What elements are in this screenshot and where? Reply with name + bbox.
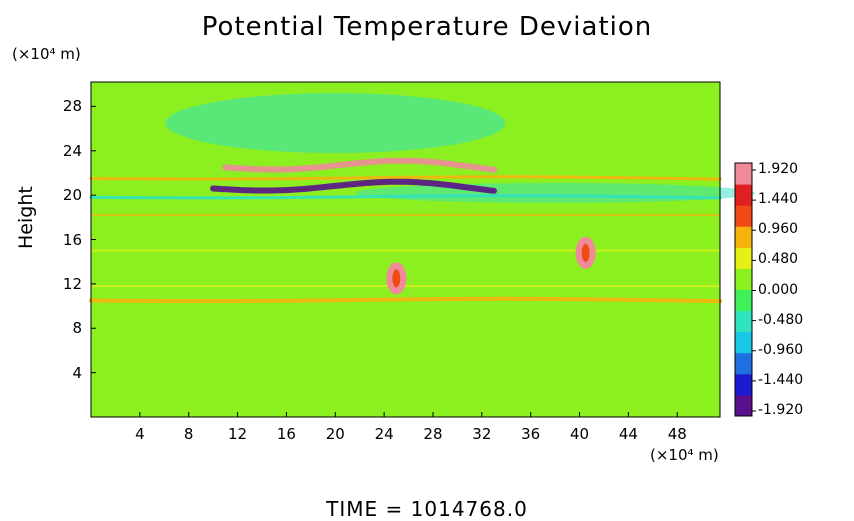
y-axis-unit: (×10⁴ m) — [12, 45, 81, 63]
low-layer-warm — [89, 296, 722, 304]
colorbar-segment — [735, 394, 752, 417]
upper-cool-region — [165, 93, 506, 154]
tropopause-layer-cool — [89, 194, 722, 200]
mid-cool-region — [355, 182, 756, 203]
x-tick-label: 28 — [423, 425, 443, 443]
wave-band-positive — [222, 157, 497, 173]
x-tick-label: 24 — [374, 425, 394, 443]
x-tick-label: 48 — [667, 425, 687, 443]
x-tick-label: 4 — [135, 425, 145, 443]
x-tick-label: 16 — [276, 425, 296, 443]
tropopause-layer-warm — [89, 175, 722, 181]
colorbar-segment — [735, 289, 752, 312]
colorbar-segment — [735, 184, 752, 206]
plume-2-center — [392, 269, 401, 288]
plot-frame — [90, 81, 721, 418]
colorbar-segment — [735, 310, 752, 333]
x-tick-label: 12 — [228, 425, 248, 443]
x-tick-label: 36 — [521, 425, 541, 443]
colorbar-tick-label: -0.480 — [758, 311, 804, 328]
colorbar-tick-label: -1.440 — [758, 371, 804, 388]
y-tick-label: 28 — [62, 97, 82, 116]
colorbar-tick-label: 1.440 — [758, 191, 799, 208]
plume-1 — [575, 236, 596, 269]
x-tick-label: 32 — [472, 425, 492, 443]
colorbar-frame — [734, 162, 753, 417]
y-tick-label: 24 — [62, 141, 82, 160]
colorbar-tick-label: 0.480 — [758, 251, 799, 268]
time-readout: TIME = 1014768.0 — [326, 497, 528, 521]
x-tick-label: 20 — [325, 425, 345, 443]
colorbar-tick-label: 0.960 — [758, 221, 799, 238]
y-tick-label: 16 — [62, 230, 82, 249]
x-tick-label: 44 — [618, 425, 638, 443]
wave-band-negative — [210, 178, 497, 194]
colorbar-segment — [735, 352, 752, 375]
plume-2 — [386, 262, 407, 295]
colorbar-tick-label: 1.920 — [758, 161, 799, 177]
colorbar-segment — [735, 226, 752, 248]
colorbar-segment — [735, 205, 752, 227]
colorbar-tick-label: 0.000 — [758, 281, 799, 298]
colorbar-segment — [735, 163, 752, 185]
chart-title: Potential Temperature Deviation — [201, 12, 653, 42]
colorbar-segment — [735, 331, 752, 354]
colorbar-tick-label: -1.920 — [758, 402, 804, 418]
y-tick-label: 12 — [62, 274, 82, 293]
y-tick-label: 20 — [62, 186, 82, 205]
colorbar-segment — [735, 268, 752, 290]
colorbar-segment — [735, 373, 752, 396]
plume-1-center — [581, 243, 590, 262]
x-tick-label: 8 — [183, 425, 194, 443]
colorbar-segment — [735, 247, 752, 269]
x-tick-label: 40 — [569, 425, 590, 443]
x-axis-unit: (×10⁴ m) — [650, 446, 719, 464]
colorbar-tick-label: -0.960 — [758, 341, 804, 358]
y-tick-label: 8 — [72, 319, 82, 338]
y-tick-label: 4 — [72, 363, 82, 382]
